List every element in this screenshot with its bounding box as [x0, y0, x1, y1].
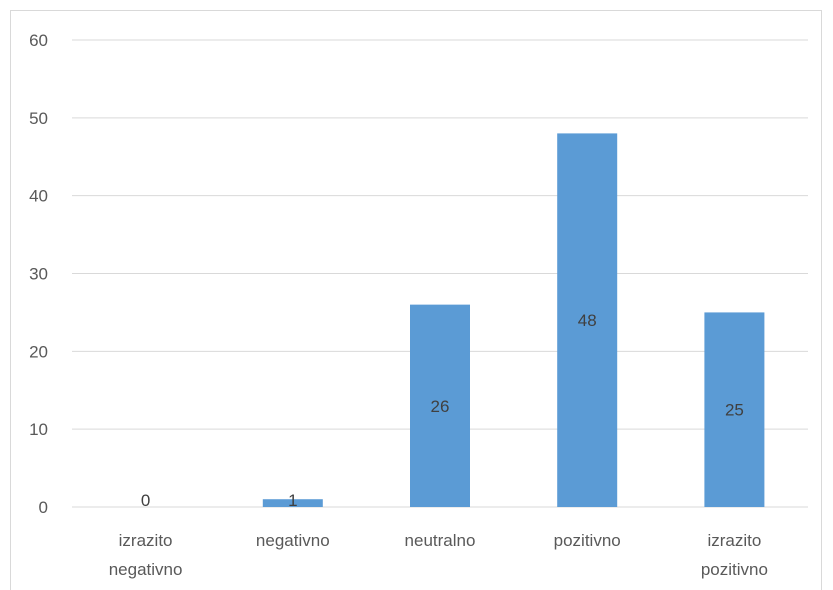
y-tick-label: 40 — [29, 187, 48, 206]
data-labels: 0 1 26 48 25 — [141, 311, 744, 510]
data-label: 48 — [578, 311, 597, 330]
y-tick-label: 10 — [29, 420, 48, 439]
y-axis-tick-labels: 0 10 20 30 40 50 60 — [29, 31, 48, 517]
y-tick-label: 0 — [39, 498, 48, 517]
bar — [410, 304, 470, 507]
x-tick-label: neutralno — [405, 531, 476, 550]
y-tick-label: 20 — [29, 342, 48, 361]
bar — [262, 499, 323, 507]
x-tick-label: izrazito — [119, 531, 173, 550]
bar — [557, 133, 618, 507]
y-tick-label: 60 — [29, 31, 48, 50]
data-label: 26 — [431, 397, 450, 416]
bar — [704, 312, 765, 507]
data-label: 25 — [725, 401, 744, 420]
x-tick-label: negativno — [109, 560, 183, 579]
y-tick-label: 50 — [29, 109, 48, 128]
x-tick-label: izrazito — [707, 531, 761, 550]
data-label: 1 — [288, 491, 297, 510]
x-tick-label: pozitivno — [554, 531, 621, 550]
x-tick-label: pozitivno — [701, 560, 768, 579]
y-tick-label: 30 — [29, 265, 48, 284]
data-label: 0 — [141, 491, 150, 510]
x-tick-label: negativno — [256, 531, 330, 550]
x-axis-tick-labels: izrazito negativno negativno neutralno pozit… — [109, 531, 768, 579]
bars — [262, 133, 765, 507]
